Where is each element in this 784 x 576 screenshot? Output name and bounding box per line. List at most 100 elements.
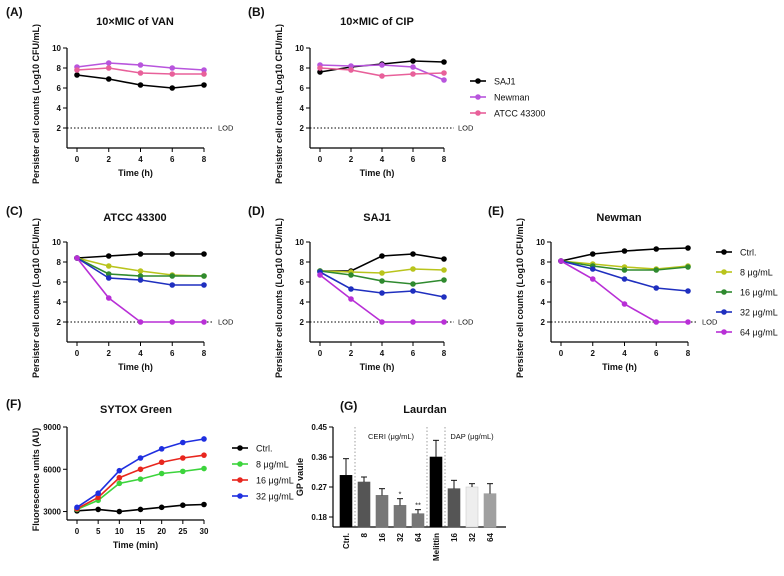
bar xyxy=(357,481,371,528)
legend-label: 8 μg/mL xyxy=(740,268,773,278)
y-tick-label: 8 xyxy=(57,258,62,267)
bar xyxy=(465,486,479,528)
data-point xyxy=(379,319,385,325)
data-point xyxy=(95,494,101,501)
data-point xyxy=(105,263,112,269)
group-label-dap: DAP (μg/mL) xyxy=(450,432,494,441)
data-point xyxy=(441,319,447,325)
y-axis-label-D: Persister cell counts (Log10 CFU/mL) xyxy=(274,218,284,378)
data-point xyxy=(348,63,354,69)
chart-panel-C: (C) ATCC 43300 2 4 6 8 10 0 2 4 6 8 Time (h) Persiste… xyxy=(6,204,234,378)
x-tick-label: 8 xyxy=(686,349,691,358)
legend-label: SAJ1 xyxy=(494,77,516,87)
x-tick-label: 6 xyxy=(170,155,175,164)
data-point xyxy=(653,319,660,325)
data-point xyxy=(137,70,144,76)
y-tick-label: 0.36 xyxy=(311,453,327,462)
x-tick-label: 2 xyxy=(349,349,354,358)
x-tick-label: 6 xyxy=(411,155,416,164)
data-point xyxy=(201,251,207,257)
x-axis-label-B: Time (h) xyxy=(360,168,395,178)
legend-label: 32 μg/mL xyxy=(740,308,778,318)
x-tick-label: 0 xyxy=(559,349,564,358)
y-tick-label: 2 xyxy=(541,318,546,327)
x-category-label: 16 xyxy=(378,532,387,541)
data-point xyxy=(105,275,112,281)
y-axis-label-E: Persister cell counts (Log10 CFU/mL) xyxy=(515,218,525,378)
y-tick-label: 2 xyxy=(57,318,62,327)
data-point xyxy=(441,294,447,300)
data-point xyxy=(169,65,176,71)
y-tick-label: 4 xyxy=(57,104,62,113)
data-point xyxy=(201,452,207,458)
y-tick-label: 8 xyxy=(57,64,62,73)
y-tick-label: 0.45 xyxy=(311,423,327,432)
y-tick-label: 8 xyxy=(300,258,305,267)
x-axis-label-C: Time (h) xyxy=(118,362,153,372)
data-point xyxy=(201,436,207,442)
data-point xyxy=(169,282,176,288)
y-tick-label: 4 xyxy=(300,298,305,307)
bar xyxy=(483,493,497,528)
data-point xyxy=(348,67,354,73)
data-point xyxy=(621,267,628,273)
lod-label-B: LOD xyxy=(458,124,474,133)
legend-swatch-marker xyxy=(237,461,243,467)
y-tick-label: 0.18 xyxy=(311,513,327,522)
data-point xyxy=(589,266,596,272)
data-point xyxy=(621,248,628,254)
legend-swatch-marker xyxy=(721,329,727,335)
data-point xyxy=(589,251,596,257)
data-point xyxy=(317,65,323,71)
lod-label-E: LOD xyxy=(702,318,718,327)
x-tick-label: 2 xyxy=(349,155,354,164)
data-point xyxy=(158,470,165,477)
x-tick-label: 0 xyxy=(318,155,323,164)
chart-title-A: 10×MIC of VAN xyxy=(96,16,174,28)
lod-label-A: LOD xyxy=(218,124,234,133)
y-axis-label-G: GP vaule xyxy=(295,458,305,496)
chart-title-C: ATCC 43300 xyxy=(103,212,166,224)
data-point xyxy=(348,296,354,302)
x-tick-label: 8 xyxy=(442,349,447,358)
data-point xyxy=(116,508,123,515)
y-axis-label-A: Persister cell counts (Log10 CFU/mL) xyxy=(31,24,41,184)
y-tick-label: 4 xyxy=(57,298,62,307)
chart-title-F: SYTOX Green xyxy=(100,404,172,416)
data-point xyxy=(201,82,207,88)
legend-label: 64 μg/mL xyxy=(740,328,778,338)
data-point xyxy=(685,264,691,270)
chart-panel-B: (B) 10×MIC of CIP 2 4 6 8 10 0 2 4 6 8 Time (h) Persi… xyxy=(248,5,545,184)
data-point xyxy=(348,286,354,292)
data-point xyxy=(558,258,564,264)
data-point xyxy=(441,70,447,76)
x-tick-label: 0 xyxy=(75,527,80,536)
x-tick-label: 0 xyxy=(75,349,80,358)
panel-label-A: (A) xyxy=(6,5,23,19)
y-axis-label-F: Fluorescence units (AU) xyxy=(31,428,41,532)
panel-label-D: (D) xyxy=(248,204,265,218)
data-point xyxy=(180,502,186,509)
x-tick-label: 0 xyxy=(318,349,323,358)
y-tick-label: 6 xyxy=(300,278,305,287)
chart-panel-D: (D) SAJ1 2 4 6 8 10 0 2 4 6 8 Time (h) Persister cell… xyxy=(248,204,474,378)
legend-label: Newman xyxy=(494,93,530,103)
data-point xyxy=(410,266,416,272)
x-tick-label: 20 xyxy=(157,527,166,536)
data-point xyxy=(105,271,112,277)
legend-swatch-marker xyxy=(475,94,481,100)
data-point xyxy=(441,277,447,283)
legend-label: 16 μg/mL xyxy=(740,288,778,298)
y-axis-label-B: Persister cell counts (Log10 CFU/mL) xyxy=(274,24,284,184)
x-tick-label: 4 xyxy=(380,155,385,164)
y-tick-label: 4 xyxy=(541,298,546,307)
data-point xyxy=(137,455,144,461)
data-point xyxy=(441,77,447,83)
x-axis-label-A: Time (h) xyxy=(118,168,153,178)
data-point xyxy=(137,506,144,513)
chart-panel-F: (F) SYTOX Green 3000 6000 9000 0 5 10 15 20 25 30 Ti… xyxy=(6,397,294,550)
data-point xyxy=(158,504,165,511)
y-tick-label: 2 xyxy=(57,124,62,133)
lod-label-C: LOD xyxy=(218,318,234,327)
